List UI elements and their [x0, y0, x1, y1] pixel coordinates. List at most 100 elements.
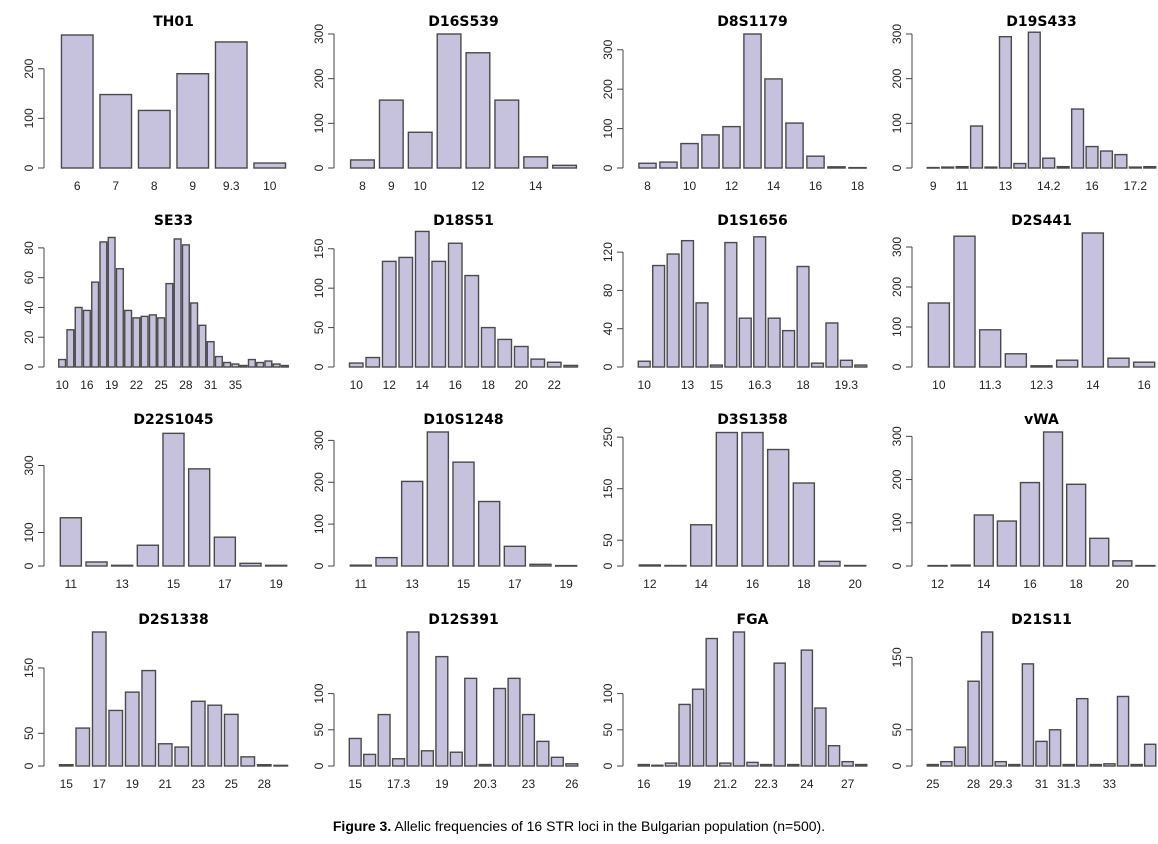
bar-29 [214, 355, 223, 368]
bar-17.3 [391, 758, 406, 767]
y-tick-label: 0 [890, 762, 904, 769]
bar-10 [927, 302, 951, 368]
bar-11 [652, 264, 666, 368]
bar-17.2 [1128, 166, 1142, 169]
bar-14 [973, 514, 994, 567]
bar-18.3 [810, 362, 825, 368]
bar-16 [1019, 481, 1041, 567]
y-tick-label: 0 [22, 363, 36, 370]
bar-15.3 [724, 241, 738, 368]
bar-24 [207, 704, 223, 767]
x-tick-label: 21.2 [714, 777, 738, 791]
x-tick-label: 14.2 [1037, 179, 1061, 193]
y-tick-label: 0 [22, 164, 36, 171]
bar-30 [1008, 763, 1021, 767]
chart-svg: FGA 0 50 100 16 19 21.2 22.3 24 27 [601, 612, 868, 791]
y-tick-label: 40 [601, 322, 615, 336]
bar-29.3 [994, 760, 1008, 767]
bar-20 [691, 688, 705, 767]
bar-18 [664, 762, 678, 767]
bar-20 [513, 345, 529, 368]
y-tick-label: 0 [312, 762, 326, 769]
bar-18 [1143, 165, 1157, 169]
bar-19 [264, 564, 288, 567]
chart-title: D21S11 [1011, 612, 1072, 628]
y-tick-label: 300 [312, 24, 326, 44]
y-tick-label: 300 [312, 430, 326, 450]
bar-14 [414, 230, 430, 368]
y-tick-label: 200 [312, 68, 326, 88]
x-tick-label: 23 [522, 777, 536, 791]
x-tick-label: 16 [449, 378, 463, 392]
y-tick-label: 0 [312, 562, 326, 569]
y-tick-label: 50 [22, 726, 36, 740]
bar-34 [1130, 763, 1143, 767]
bar-22 [157, 317, 166, 368]
chart-svg: D19S433 0 100 200 300 9 11 13 14.2 16 17.2 [890, 14, 1157, 193]
bar-17 [213, 536, 237, 567]
x-tick-label: 11 [65, 577, 78, 591]
chart-title: D8S1179 [717, 14, 787, 30]
bar-21 [1135, 564, 1156, 567]
x-tick-label: 16 [637, 777, 651, 791]
chart-svg: SE33 0 20 40 60 80 10 16 19 22 25 28 31 35 [22, 213, 289, 392]
x-tick-label: 33 [1103, 777, 1117, 791]
bar-7 [99, 93, 133, 169]
bar-11 [66, 329, 75, 368]
bar-19.3 [839, 359, 853, 368]
chart-title: D1S1656 [717, 213, 787, 229]
x-tick-label: 11 [355, 577, 368, 591]
chart-panel-d18s51: D18S51 0 50 100 150 10 12 14 16 18 20 22 [300, 207, 589, 407]
bar-17 [115, 268, 124, 368]
bar-18 [108, 709, 124, 767]
bar-22 [507, 677, 521, 767]
bar-18 [239, 562, 262, 567]
bar-14 [764, 78, 783, 169]
x-tick-label: 22.3 [754, 777, 778, 791]
x-tick-label: 10 [683, 179, 697, 193]
x-tick-label: 22 [130, 378, 144, 392]
bar-6 [60, 34, 94, 169]
y-tick-label: 100 [22, 108, 36, 128]
chart-panel-d19s433: D19S433 0 100 200 300 9 11 13 14.2 16 17.2 [878, 8, 1158, 208]
chart-title: D19S433 [1006, 14, 1076, 30]
bar-22 [546, 361, 562, 368]
x-tick-label: 15 [710, 378, 724, 392]
bar-14 [695, 302, 709, 368]
bar-20.3 [478, 763, 492, 767]
bar-15 [1056, 165, 1070, 169]
chart-title: D12S391 [428, 612, 498, 628]
y-tick-label: 60 [22, 271, 36, 285]
x-tick-label: 23 [192, 777, 206, 791]
bar-16 [187, 468, 211, 567]
chart-panel-fga: FGA 0 50 100 16 19 21.2 22.3 24 27 [589, 606, 878, 806]
chart-panel-d10s1248: D10S1248 0 100 200 300 11 13 15 17 19 [300, 406, 589, 606]
bar-36 [272, 363, 281, 368]
bar-13 [110, 564, 134, 567]
bar-18 [848, 166, 867, 169]
x-tick-label: 16 [746, 577, 760, 591]
chart-svg: D12S391 0 50 100 15 17.3 19 20.3 23 26 [312, 612, 579, 791]
bar-12 [375, 556, 398, 567]
bar-13 [1055, 359, 1079, 368]
bar-9 [378, 99, 404, 169]
x-tick-label: 14 [767, 179, 781, 193]
y-tick-label: 50 [312, 723, 326, 737]
y-tick-label: 200 [22, 58, 36, 78]
y-tick-label: 0 [601, 562, 615, 569]
bar-31 [1035, 740, 1048, 767]
chart-title: D3S1358 [717, 412, 787, 428]
x-tick-label: 19 [269, 577, 283, 591]
x-tick-label: 25 [926, 777, 940, 791]
chart-title: D16S539 [428, 14, 498, 30]
bar-14 [426, 431, 450, 567]
y-tick-label: 150 [601, 478, 615, 498]
bar-17 [377, 713, 391, 767]
bar-22.2 [746, 761, 759, 767]
x-tick-label: 35 [229, 378, 243, 392]
bar-26 [940, 760, 953, 767]
bar-14.2 [1042, 157, 1056, 169]
bar-22 [732, 631, 746, 767]
y-tick-label: 100 [890, 317, 904, 337]
x-tick-label: 27 [841, 777, 855, 791]
